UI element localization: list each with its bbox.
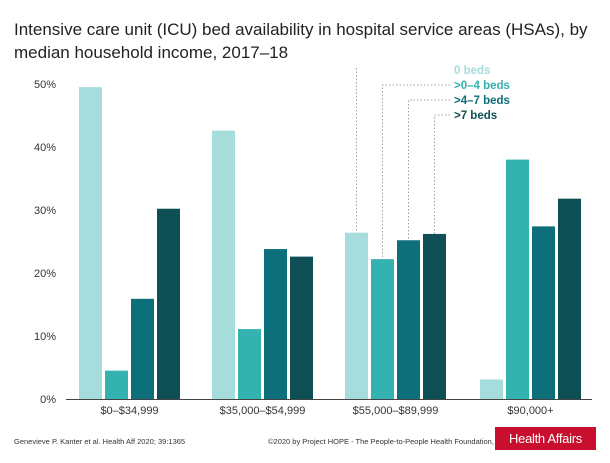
y-axis: 0% 10% 20% 30% 40% 50% xyxy=(34,79,592,406)
bar xyxy=(290,256,313,399)
legend-label: >7 beds xyxy=(454,110,497,122)
y-tick-label: 30% xyxy=(34,205,56,217)
bar xyxy=(480,379,503,399)
bar xyxy=(212,130,235,399)
bars xyxy=(79,87,581,400)
y-tick-label: 0% xyxy=(40,394,56,406)
x-tick-label: $0–$34,999 xyxy=(100,405,158,417)
citation-text: Genevieve P. Kanter et al. Health Aff 20… xyxy=(14,437,186,446)
y-tick-label: 20% xyxy=(34,268,56,280)
legend-leader-line xyxy=(382,84,450,260)
bar xyxy=(238,329,261,399)
y-tick-label: 10% xyxy=(34,331,56,343)
legend-label: >4–7 beds xyxy=(454,95,510,107)
bar xyxy=(423,233,446,399)
x-tick-label: $90,000+ xyxy=(507,405,553,417)
bar xyxy=(79,87,102,400)
bar xyxy=(157,208,180,399)
bar xyxy=(105,370,128,399)
x-tick-label: $55,000–$89,999 xyxy=(353,405,439,417)
chart-title: Intensive care unit (ICU) bed availabili… xyxy=(14,20,588,62)
bar xyxy=(371,259,394,399)
y-tick-label: 50% xyxy=(34,79,56,91)
x-axis-labels: $0–$34,999 $35,000–$54,999 $55,000–$89,999… xyxy=(100,405,553,417)
legend: 0 beds >0–4 beds >4–7 beds >7 beds xyxy=(356,65,510,260)
x-tick-label: $35,000–$54,999 xyxy=(220,405,306,417)
legend-label: 0 beds xyxy=(454,65,490,77)
bar xyxy=(345,232,368,399)
health-affairs-logo: Health Affairs xyxy=(495,427,596,450)
bar xyxy=(264,249,287,399)
legend-leader-line xyxy=(408,99,450,241)
bar xyxy=(506,159,529,399)
copyright-text: ©2020 by Project HOPE - The People-to-Pe… xyxy=(268,437,509,446)
legend-leader-line xyxy=(434,114,450,234)
bar xyxy=(532,226,555,399)
bar xyxy=(397,240,420,399)
bar xyxy=(131,298,154,399)
y-tick-label: 40% xyxy=(34,142,56,154)
legend-label: >0–4 beds xyxy=(454,80,510,92)
bar xyxy=(558,198,581,399)
